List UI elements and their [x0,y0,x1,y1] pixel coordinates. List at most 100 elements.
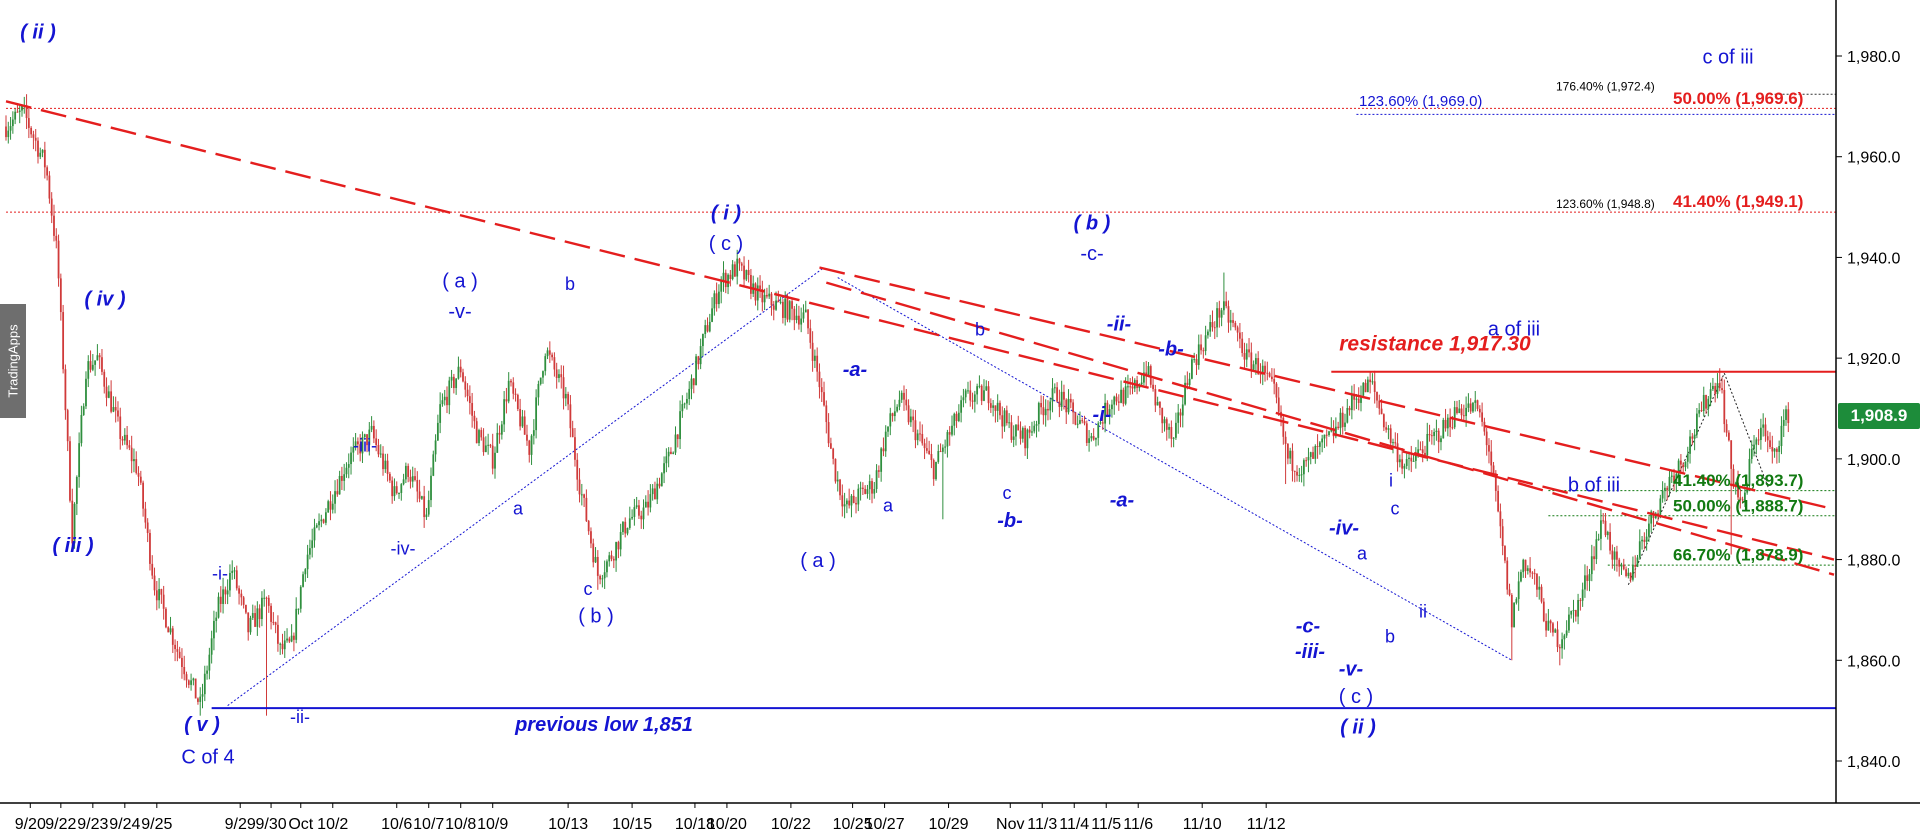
candle-body [766,294,768,297]
candle-body [235,570,238,589]
candle-body [62,312,65,370]
fib-label: 50.00% (1,969.6) [1673,89,1803,108]
candle-body [82,406,85,415]
candle-body [427,500,430,515]
candle-body [334,491,336,504]
candle-body [587,520,590,532]
candle-body [1282,417,1285,437]
candle-body [1069,398,1072,403]
candle-body [217,596,220,618]
candle-body [439,404,442,423]
candle-body [1428,433,1431,436]
candle-body [176,649,179,652]
candle-body [25,105,28,119]
candle-body [1659,498,1662,515]
candle-body [590,531,592,544]
wave-label: ( iv ) [84,288,125,310]
candle-body [94,360,97,365]
candle-body [1414,454,1417,461]
wave-label: b [975,319,985,339]
candle-body [843,504,846,507]
candle-body [309,548,311,555]
candle-body [1787,409,1790,424]
candle-body [1371,381,1374,383]
candle-body [1366,379,1369,393]
candle-body [957,412,960,421]
candle-body [1625,569,1627,576]
wave-label: -b- [1158,339,1184,361]
candle-body [1433,431,1436,437]
candle-body [601,578,604,580]
candle-body [1449,417,1452,428]
candle-body [414,476,416,481]
candle-body [606,561,608,573]
candle-body [722,272,725,282]
fib-label: 123.60% (1,948.8) [1556,197,1655,211]
candle-body [16,111,19,113]
candle-body [98,355,101,358]
candle-body [946,432,949,447]
candle-body [1780,425,1783,447]
wave-label: b [1385,627,1395,647]
candle-body [171,628,174,645]
candle-body [320,519,323,522]
candle-body [1579,600,1582,602]
candle-body [1421,449,1424,453]
candle-body [923,443,926,449]
candle-body [1197,344,1200,366]
candle-body [1314,446,1317,459]
candle-body [1298,474,1301,476]
candle-body [519,409,522,427]
candle-body [34,137,37,141]
candle-body [372,425,375,439]
candle-body [1252,364,1255,370]
candle-body [692,378,695,386]
candle-body [633,507,636,517]
candle-body [880,448,883,472]
candle-body [185,674,188,681]
candle-body [1216,308,1218,328]
candle-body [468,396,471,404]
candle-body [1531,572,1534,574]
candle-body [1056,387,1058,402]
middle-trendline [819,266,1835,511]
candle-body [473,415,476,422]
candle-body [1453,407,1456,428]
candle-body [1456,407,1458,414]
candle-body [1483,421,1486,432]
candle-body [1650,511,1653,524]
candle-body [388,473,391,481]
candle-body [663,463,665,474]
candle-body [743,265,745,280]
candle-body [994,405,997,411]
candle-body [1204,335,1207,352]
dotted-levels [6,93,1836,566]
candle-body [466,389,469,397]
candle-body [788,301,791,320]
candle-body [647,501,649,508]
candle-body [85,378,87,407]
candle-body [1570,610,1573,615]
candle-body [1088,438,1090,443]
candle-body [1556,629,1559,648]
candle-body [1083,421,1086,424]
candle-body [1337,426,1340,429]
candle-body [615,542,617,561]
candle-body [350,452,352,465]
candle-body [1549,620,1552,624]
candle-body [1490,451,1493,466]
candle-body [327,501,330,513]
candle-body [873,489,876,494]
candle-body [1522,559,1525,573]
candle-body [530,435,533,455]
candle-body [542,371,544,378]
candle-body [1419,449,1422,451]
candle-body [32,134,35,138]
wave-label: -iii- [1295,641,1325,663]
candle-body [89,361,92,370]
candle-body [1748,458,1751,486]
candle-body [1392,442,1394,444]
candle-body [642,507,645,520]
x-tick-label: 10/15 [612,816,652,833]
